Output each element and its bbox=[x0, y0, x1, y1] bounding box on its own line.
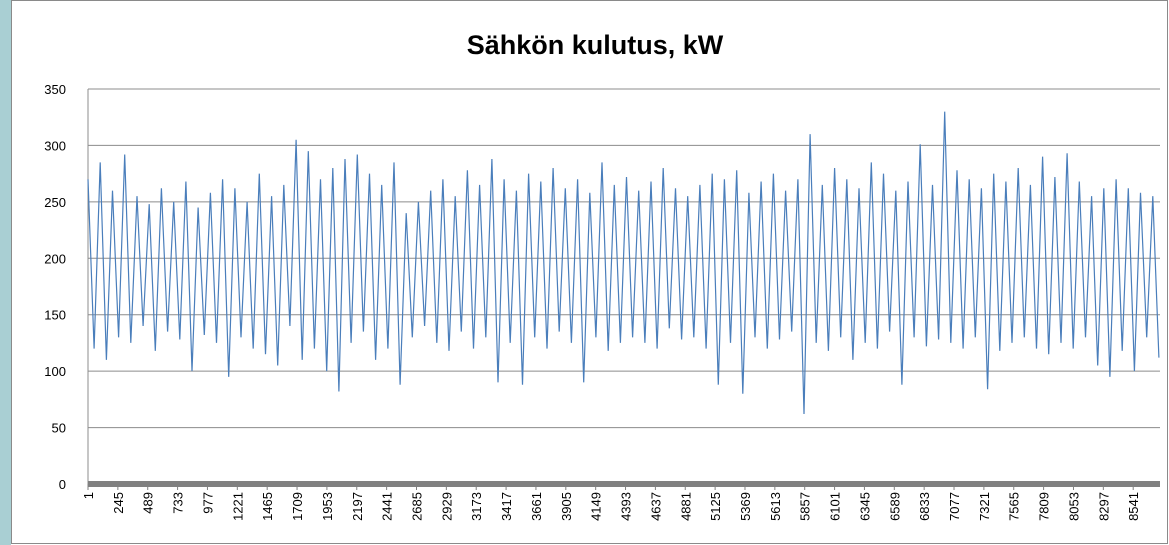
x-tick-label: 6345 bbox=[857, 492, 872, 521]
x-tick-label: 733 bbox=[171, 492, 186, 514]
x-tick-label: 245 bbox=[111, 492, 126, 514]
y-tick-label: 100 bbox=[44, 364, 66, 379]
x-tick-label: 1953 bbox=[320, 492, 335, 521]
y-tick-label: 250 bbox=[44, 195, 66, 210]
x-tick-label: 7321 bbox=[977, 492, 992, 521]
x-tick-label: 2929 bbox=[439, 492, 454, 521]
x-tick-label: 489 bbox=[141, 492, 156, 514]
chart-frame bbox=[11, 0, 1168, 544]
x-tick-label: 4881 bbox=[678, 492, 693, 521]
x-tick-label: 4149 bbox=[589, 492, 604, 521]
x-tick-label: 2441 bbox=[380, 492, 395, 521]
x-tick-label: 3173 bbox=[469, 492, 484, 521]
x-tick-label: 3661 bbox=[529, 492, 544, 521]
x-tick-label: 1709 bbox=[290, 492, 305, 521]
side-strip bbox=[0, 0, 11, 545]
x-tick-label: 8541 bbox=[1126, 492, 1141, 521]
x-tick-label: 1465 bbox=[260, 492, 275, 521]
y-tick-label: 200 bbox=[44, 251, 66, 266]
y-tick-label: 350 bbox=[44, 82, 66, 97]
x-tick-label: 2685 bbox=[409, 492, 424, 521]
x-tick-label: 8297 bbox=[1096, 492, 1111, 521]
x-tick-label: 2197 bbox=[350, 492, 365, 521]
x-tick-label: 6833 bbox=[917, 492, 932, 521]
x-tick-label: 5369 bbox=[738, 492, 753, 521]
x-tick-label: 3905 bbox=[559, 492, 574, 521]
x-tick-label: 1221 bbox=[230, 492, 245, 521]
data-line bbox=[87, 111, 1160, 415]
x-tick-label: 7565 bbox=[1007, 492, 1022, 521]
x-tick-label: 7809 bbox=[1037, 492, 1052, 521]
x-tick-label: 1 bbox=[81, 492, 96, 499]
y-tick-label: 300 bbox=[44, 138, 66, 153]
x-tick-label: 5613 bbox=[768, 492, 783, 521]
x-tick-label: 6589 bbox=[887, 492, 902, 521]
x-tick-label: 6101 bbox=[828, 492, 843, 521]
x-tick-label: 4637 bbox=[648, 492, 663, 521]
x-tick-label: 8053 bbox=[1066, 492, 1081, 521]
x-tick-label: 3417 bbox=[499, 492, 514, 521]
x-tick-label: 7077 bbox=[947, 492, 962, 521]
x-axis-bar bbox=[88, 481, 1160, 487]
x-tick-label: 977 bbox=[200, 492, 215, 514]
x-tick-label: 5857 bbox=[798, 492, 813, 521]
y-tick-label: 150 bbox=[44, 308, 66, 323]
x-tick-label: 4393 bbox=[619, 492, 634, 521]
y-tick-label: 0 bbox=[59, 477, 66, 492]
x-tick-label: 5125 bbox=[708, 492, 723, 521]
y-tick-label: 50 bbox=[52, 421, 66, 436]
chart-title: Sähkön kulutus, kW bbox=[467, 30, 724, 60]
